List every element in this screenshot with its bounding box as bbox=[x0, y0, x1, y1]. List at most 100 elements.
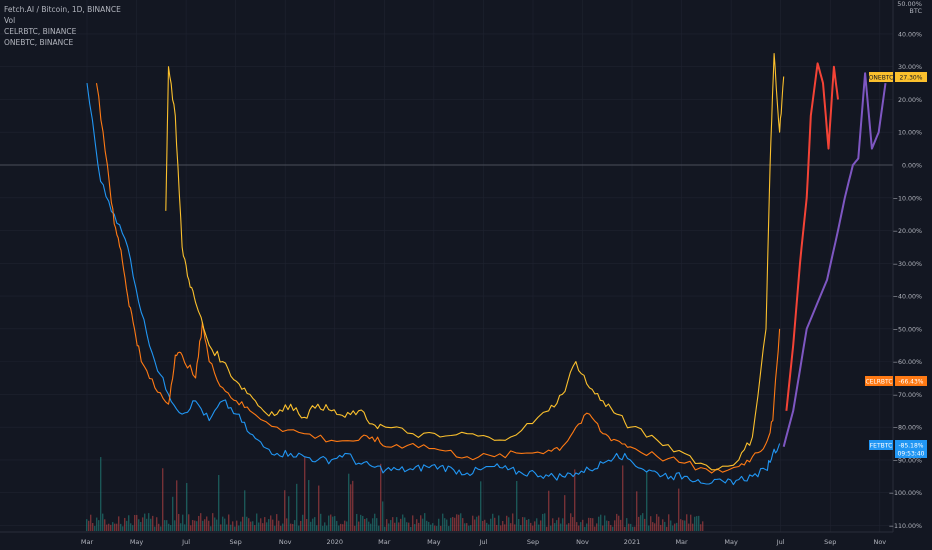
volume-bar bbox=[438, 518, 440, 531]
volume-bar bbox=[284, 490, 286, 531]
legend-compare-celr[interactable]: CELRBTC, BINANCE bbox=[4, 27, 77, 36]
volume-bar bbox=[264, 517, 266, 531]
time-axis[interactable]: Mar May Jul Sep Nov 2020 Mar May Jul Sep Nov 2021 Ma… bbox=[81, 538, 886, 546]
volume-bar bbox=[586, 523, 588, 531]
volume-bar bbox=[304, 457, 306, 531]
volume-bar bbox=[174, 520, 176, 531]
volume-bar bbox=[492, 513, 494, 531]
volume-bar bbox=[668, 514, 670, 531]
y-tick-label: −60.00% bbox=[893, 359, 922, 366]
volume-bar bbox=[198, 515, 200, 531]
volume-bar bbox=[232, 521, 234, 531]
volume-bar bbox=[612, 526, 614, 531]
y-tick-label: −90.00% bbox=[893, 457, 922, 464]
volume-bar bbox=[214, 517, 216, 531]
x-tick-label: 2020 bbox=[326, 538, 343, 546]
volume-bar bbox=[200, 513, 202, 531]
volume-bar bbox=[488, 524, 490, 531]
volume-bar bbox=[346, 521, 348, 531]
volume-bar bbox=[670, 520, 672, 531]
volume-bar bbox=[258, 522, 260, 531]
volume-bar bbox=[416, 519, 418, 531]
volume-bar bbox=[278, 520, 280, 531]
price-tag-celrbtc[interactable]: CELRBTC -66.43% bbox=[865, 376, 927, 386]
legend-main-symbol[interactable]: Fetch.AI / Bitcoin, 1D, BINANCE bbox=[4, 5, 121, 14]
x-tick-label: Nov bbox=[279, 538, 292, 546]
volume-bar bbox=[344, 520, 346, 531]
volume-bar bbox=[444, 518, 446, 531]
volume-bar bbox=[582, 519, 584, 531]
volume-bar bbox=[528, 519, 530, 531]
volume-bar bbox=[574, 469, 576, 531]
volume-bar bbox=[186, 483, 188, 531]
volume-bar bbox=[542, 513, 544, 531]
volume-bar bbox=[676, 522, 678, 531]
volume-bar bbox=[170, 525, 172, 531]
volume-bar bbox=[256, 513, 258, 531]
volume-bar bbox=[190, 525, 192, 531]
volume-bar bbox=[516, 480, 518, 531]
volume-bar bbox=[294, 520, 296, 531]
volume-bar bbox=[148, 513, 150, 531]
volume-bar bbox=[534, 521, 536, 531]
volume-bar bbox=[360, 514, 362, 531]
volume-bars bbox=[86, 457, 704, 531]
volume-bar bbox=[422, 518, 424, 531]
volume-bar bbox=[652, 522, 654, 531]
volume-bar bbox=[372, 518, 374, 531]
volume-bar bbox=[228, 514, 230, 531]
series-fetbtc bbox=[86, 83, 781, 486]
volume-bar bbox=[644, 518, 646, 531]
volume-bar bbox=[154, 526, 156, 531]
volume-bar bbox=[552, 518, 554, 531]
volume-bar bbox=[230, 524, 232, 531]
volume-bar bbox=[384, 526, 386, 531]
volume-bar bbox=[116, 523, 118, 531]
volume-bar bbox=[320, 513, 322, 531]
volume-bar bbox=[630, 523, 632, 531]
volume-bar bbox=[560, 523, 562, 531]
price-tag-onebtc[interactable]: ONEBTC 27.30% bbox=[869, 72, 927, 82]
volume-bar bbox=[332, 516, 334, 531]
volume-bar bbox=[392, 517, 394, 531]
volume-bar bbox=[614, 520, 616, 531]
volume-bar bbox=[486, 522, 488, 531]
volume-bar bbox=[106, 524, 108, 531]
volume-bar bbox=[118, 516, 120, 531]
volume-bar bbox=[394, 522, 396, 531]
volume-bar bbox=[454, 517, 456, 531]
volume-bar bbox=[428, 521, 430, 531]
volume-bar bbox=[632, 526, 634, 531]
volume-bar bbox=[616, 513, 618, 531]
volume-bar bbox=[634, 526, 636, 531]
y-tick-label: −40.00% bbox=[893, 294, 922, 301]
volume-bar bbox=[622, 465, 624, 531]
volume-bar bbox=[126, 520, 128, 531]
volume-bar bbox=[576, 522, 578, 531]
legend-compare-one[interactable]: ONEBTC, BINANCE bbox=[4, 38, 74, 47]
volume-bar bbox=[146, 518, 148, 531]
price-tag-onebtc-symbol-bg bbox=[869, 72, 893, 82]
volume-bar bbox=[210, 526, 212, 531]
volume-bar bbox=[172, 496, 174, 531]
volume-bar bbox=[484, 519, 486, 531]
legend-volume[interactable]: Vol bbox=[4, 16, 16, 25]
volume-bar bbox=[104, 519, 106, 531]
volume-bar bbox=[688, 523, 690, 531]
volume-bar bbox=[286, 518, 288, 531]
volume-bar bbox=[624, 526, 626, 531]
volume-bar bbox=[656, 514, 658, 531]
volume-bar bbox=[610, 525, 612, 531]
price-tag-fetbtc[interactable]: FETBTC -85.18% 09:53:40 bbox=[869, 440, 927, 458]
price-axis[interactable]: 40.00% 30.00% 20.00% 10.00% 0.00% −10.00% −20.… bbox=[889, 31, 922, 530]
volume-bar bbox=[594, 526, 596, 531]
volume-bar bbox=[522, 517, 524, 531]
y-tick-label: −10.00% bbox=[893, 195, 922, 202]
volume-bar bbox=[96, 517, 98, 531]
volume-bar bbox=[108, 523, 110, 531]
volume-bar bbox=[592, 518, 594, 531]
volume-bar bbox=[684, 520, 686, 531]
volume-bar bbox=[266, 522, 268, 531]
x-tick-label: Jul bbox=[478, 538, 487, 546]
